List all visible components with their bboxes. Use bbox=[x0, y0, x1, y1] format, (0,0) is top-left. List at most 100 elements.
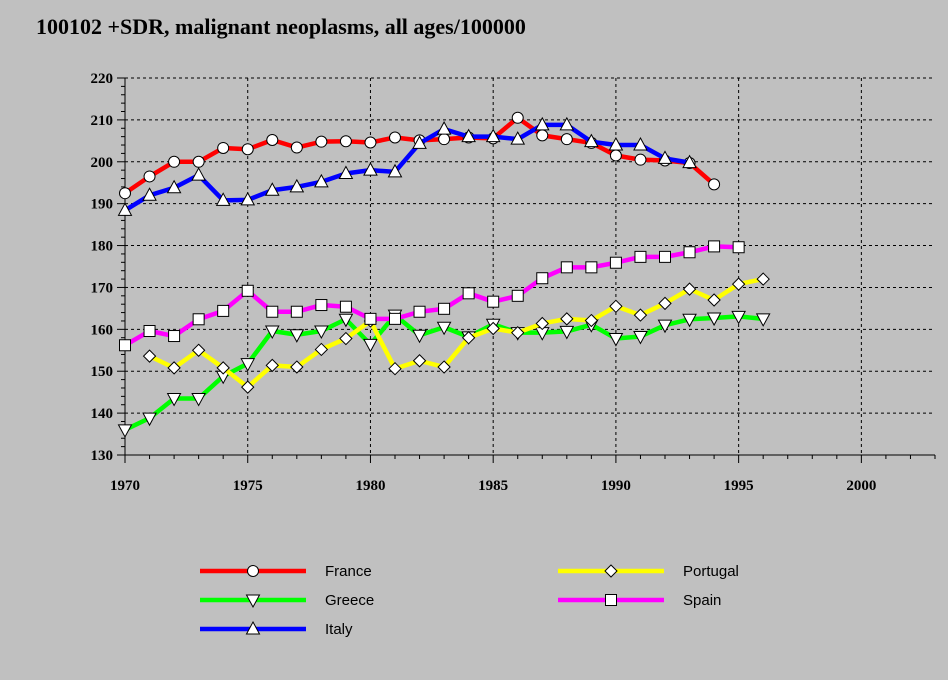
data-point bbox=[536, 272, 549, 285]
legend-marker bbox=[605, 594, 617, 606]
data-point bbox=[240, 358, 256, 372]
axes: 130 140 150 160 170 180 190 200 210 220 1970 1975 19… bbox=[91, 71, 936, 494]
data-point bbox=[485, 128, 501, 143]
x-tick-label: 1980 bbox=[355, 478, 385, 494]
legend-label: Italy bbox=[325, 621, 353, 638]
data-point bbox=[265, 358, 279, 373]
data-point bbox=[339, 135, 352, 148]
legend-item-greece: Greece bbox=[200, 592, 374, 609]
data-point bbox=[658, 296, 672, 311]
data-point bbox=[142, 349, 157, 363]
y-tick-label: 180 bbox=[91, 239, 114, 255]
data-point bbox=[266, 133, 279, 146]
data-point bbox=[536, 129, 549, 142]
data-point bbox=[289, 329, 305, 343]
data-point bbox=[143, 170, 156, 183]
data-point bbox=[241, 284, 254, 297]
x-tick-label: 1975 bbox=[233, 478, 263, 494]
y-tick-label: 160 bbox=[91, 322, 114, 338]
data-point bbox=[167, 361, 181, 375]
legend-label: Greece bbox=[325, 592, 374, 609]
data-point bbox=[634, 250, 647, 263]
data-point bbox=[192, 313, 205, 326]
data-point bbox=[559, 116, 575, 131]
data-point bbox=[732, 241, 745, 254]
data-point bbox=[608, 333, 624, 347]
data-point bbox=[364, 136, 377, 149]
data-point bbox=[339, 300, 352, 313]
data-point bbox=[487, 295, 500, 308]
data-point bbox=[560, 133, 573, 146]
data-point bbox=[389, 131, 401, 144]
data-point bbox=[119, 339, 131, 352]
legend-marker bbox=[245, 594, 261, 609]
data-point bbox=[168, 330, 181, 343]
data-point bbox=[609, 299, 623, 314]
data-point bbox=[584, 133, 599, 148]
chart-title: 100102 +SDR, malignant neoplasms, all ag… bbox=[36, 14, 526, 39]
data-point bbox=[756, 272, 770, 286]
data-point bbox=[633, 330, 648, 345]
data-point bbox=[534, 116, 550, 131]
data-point bbox=[216, 361, 230, 375]
data-point bbox=[731, 310, 746, 325]
data-point bbox=[633, 308, 648, 322]
data-point bbox=[315, 135, 328, 148]
data-point bbox=[241, 380, 255, 394]
data-point bbox=[217, 141, 230, 154]
data-point bbox=[486, 321, 500, 336]
data-point bbox=[315, 299, 328, 312]
data-point bbox=[217, 304, 230, 317]
data-point bbox=[363, 338, 378, 353]
data-point bbox=[682, 313, 697, 328]
y-tick-label: 210 bbox=[91, 113, 114, 129]
data-point bbox=[117, 424, 133, 438]
data-point bbox=[462, 287, 475, 300]
y-tick-label: 130 bbox=[91, 448, 114, 464]
x-tick-label: 1970 bbox=[110, 478, 140, 494]
data-point bbox=[389, 312, 401, 325]
data-point bbox=[657, 319, 673, 334]
data-point bbox=[142, 412, 157, 427]
data-point bbox=[436, 321, 452, 336]
data-point bbox=[707, 293, 721, 307]
data-point bbox=[755, 313, 771, 327]
data-point bbox=[438, 302, 451, 315]
legend-item-spain: Spain bbox=[558, 592, 721, 609]
data-point bbox=[559, 325, 575, 340]
data-point bbox=[338, 313, 354, 328]
data-point bbox=[168, 155, 181, 168]
data-point bbox=[437, 360, 451, 374]
y-tick-label: 200 bbox=[91, 155, 114, 171]
data-point bbox=[166, 179, 182, 194]
data-point bbox=[585, 261, 598, 274]
data-point bbox=[241, 143, 254, 156]
data-point bbox=[708, 240, 721, 253]
data-point bbox=[633, 136, 648, 151]
series-italy bbox=[117, 116, 697, 216]
series-spain bbox=[119, 240, 745, 352]
data-point bbox=[412, 329, 427, 344]
legend-label: Spain bbox=[683, 592, 721, 609]
data-point bbox=[119, 187, 131, 200]
data-point bbox=[682, 154, 697, 169]
data-point bbox=[290, 141, 303, 154]
legend-label: Portugal bbox=[683, 563, 739, 580]
data-point bbox=[338, 165, 354, 180]
y-tick-label: 170 bbox=[91, 280, 114, 296]
x-tick-label: 1990 bbox=[601, 478, 631, 494]
data-point bbox=[511, 289, 524, 302]
data-point bbox=[166, 392, 182, 407]
data-point bbox=[510, 131, 526, 145]
data-point bbox=[706, 312, 722, 327]
data-point bbox=[634, 153, 647, 166]
data-point bbox=[461, 331, 476, 345]
data-point bbox=[511, 325, 525, 340]
data-point bbox=[708, 178, 721, 191]
data-point bbox=[363, 162, 378, 176]
legend-marker bbox=[245, 620, 261, 635]
data-point bbox=[584, 313, 599, 328]
data-point bbox=[191, 392, 206, 407]
data-point bbox=[412, 135, 427, 149]
data-point bbox=[264, 182, 280, 196]
